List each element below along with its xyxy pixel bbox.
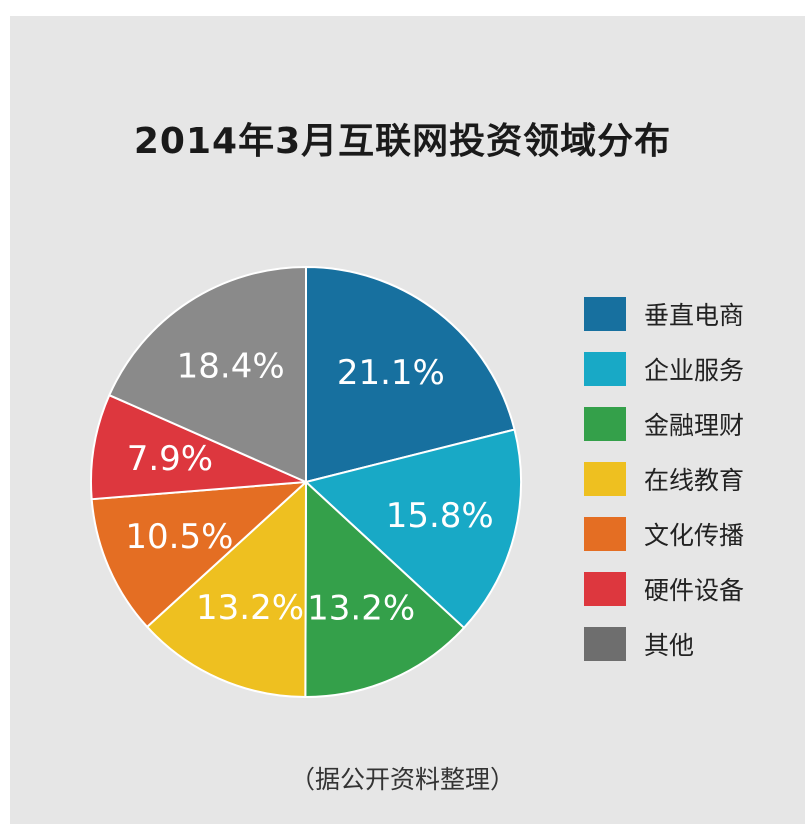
pie-slice-3 — [304, 481, 465, 698]
legend-label: 文化传播 — [644, 521, 745, 550]
legend-item: 在线教育 — [584, 462, 744, 496]
pie-slice-7 — [108, 266, 307, 483]
legend-swatch — [584, 407, 626, 441]
legend-swatch — [584, 352, 626, 386]
pie-slice-4 — [146, 481, 307, 698]
pie-data-label-4: 13.2% — [196, 588, 304, 628]
source-note: （据公开资料整理） — [289, 765, 515, 794]
legend: 垂直电商企业服务金融理财在线教育文化传播硬件设备其他 — [584, 297, 744, 682]
pie-slice-1 — [305, 266, 516, 483]
legend-label: 金融理财 — [644, 411, 745, 440]
pie-data-label-5: 10.5% — [125, 517, 233, 557]
pie-slice-6 — [90, 394, 307, 501]
legend-item: 企业服务 — [584, 352, 744, 386]
pie-data-label-6: 7.9% — [127, 439, 213, 479]
legend-item: 硬件设备 — [584, 572, 744, 606]
legend-swatch — [584, 297, 626, 331]
legend-item: 其他 — [584, 627, 744, 661]
pie-data-label-7: 18.4% — [177, 346, 285, 386]
pie-slice-2 — [305, 428, 522, 629]
pie-data-label-2: 15.8% — [386, 496, 494, 536]
pie-data-label-3: 13.2% — [307, 589, 415, 629]
legend-label: 硬件设备 — [644, 576, 745, 605]
legend-item: 金融理财 — [584, 407, 744, 441]
legend-swatch — [584, 462, 626, 496]
pie-data-label-1: 21.1% — [337, 353, 445, 393]
chart-title: 2014年3月互联网投资领域分布 — [133, 121, 672, 162]
legend-label: 在线教育 — [644, 466, 745, 495]
legend-label: 其他 — [644, 631, 695, 660]
legend-swatch — [584, 517, 626, 551]
legend-swatch — [584, 627, 626, 661]
legend-label: 企业服务 — [644, 356, 745, 385]
legend-swatch — [584, 572, 626, 606]
legend-item: 文化传播 — [584, 517, 744, 551]
legend-item: 垂直电商 — [584, 297, 744, 331]
pie-slice-5 — [90, 481, 307, 628]
legend-label: 垂直电商 — [644, 301, 745, 330]
